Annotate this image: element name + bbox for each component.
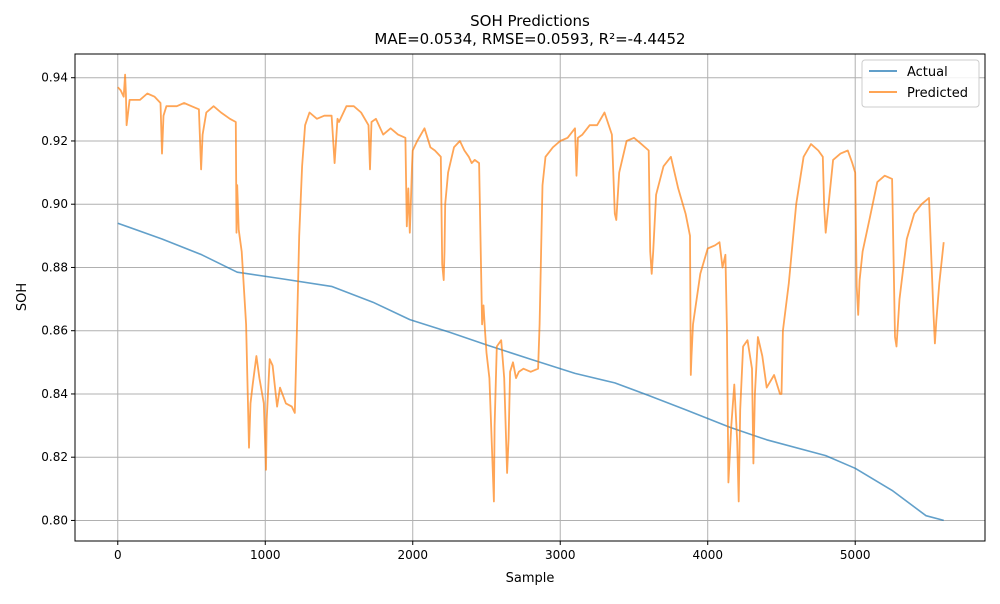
y-tick-label: 0.84 — [41, 387, 68, 401]
x-tick-label: 0 — [114, 548, 122, 562]
x-tick-label: 2000 — [397, 548, 428, 562]
y-tick-label: 0.90 — [41, 197, 68, 211]
x-axis-label: Sample — [506, 571, 555, 586]
x-tick-label: 1000 — [250, 548, 281, 562]
y-tick-label: 0.94 — [41, 71, 68, 85]
y-tick-label: 0.88 — [41, 260, 68, 274]
series-line-actual — [117, 222, 944, 522]
y-axis-label: SOH — [15, 283, 30, 311]
chart-subtitle: MAE=0.0534, RMSE=0.0593, R²=-4.4452 — [374, 30, 685, 48]
x-axis: 0 1000 2000 3000 4000 5000 — [114, 541, 871, 562]
x-tick-label: 5000 — [840, 548, 871, 562]
series-lines — [117, 73, 945, 522]
legend: Actual Predicted — [861, 59, 980, 108]
y-tick-label: 0.92 — [41, 134, 68, 148]
chart-title: SOH Predictions — [470, 12, 590, 30]
legend-label-actual: Actual — [907, 65, 948, 80]
y-tick-label: 0.86 — [41, 324, 68, 338]
plot-area-frame — [74, 53, 986, 542]
x-tick-label: 4000 — [692, 548, 723, 562]
y-tick-label: 0.80 — [41, 513, 68, 527]
y-tick-label: 0.82 — [41, 450, 68, 464]
x-tick-label: 3000 — [545, 548, 576, 562]
legend-label-predicted: Predicted — [907, 86, 968, 101]
y-axis: 0.80 0.82 0.84 0.86 0.88 0.90 0.92 0.94 — [41, 71, 75, 527]
series-line-predicted — [117, 73, 945, 503]
